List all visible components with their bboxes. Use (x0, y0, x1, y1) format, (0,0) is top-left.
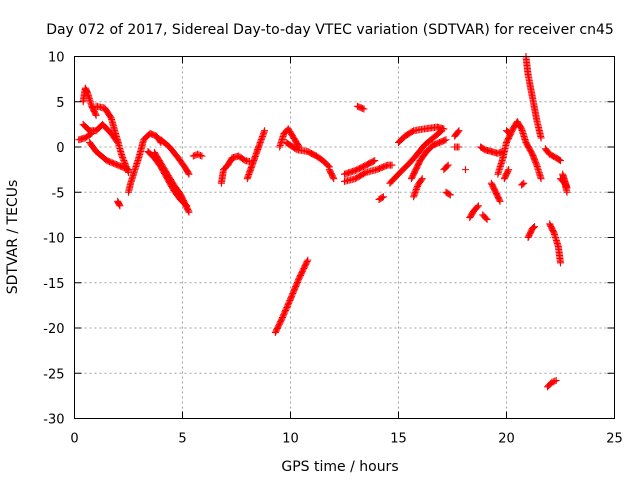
data-point (504, 128, 512, 136)
data-point (537, 134, 545, 142)
data-point (91, 110, 99, 118)
data-point (185, 170, 193, 178)
data-point (185, 208, 193, 216)
data-point (443, 162, 451, 170)
data-point (123, 165, 131, 173)
data-point (261, 127, 269, 135)
data-point (531, 223, 539, 231)
data-point (555, 156, 563, 164)
y-tick-label: -5 (52, 186, 65, 201)
data-point (530, 224, 537, 232)
data-point (304, 256, 312, 264)
x-axis-label: GPS time / hours (281, 459, 398, 475)
x-axis-tick-labels: 0 5 10 15 20 25 (70, 432, 622, 447)
data-point (324, 162, 332, 170)
x-tick-label: 20 (498, 432, 515, 447)
data-point (537, 175, 545, 183)
data-point (120, 158, 128, 166)
data-point (184, 169, 192, 177)
data-point (563, 188, 571, 196)
y-tick-label: -20 (43, 322, 64, 337)
data-point (329, 173, 337, 181)
data-point (378, 193, 386, 201)
data-point (360, 105, 368, 113)
y-axis-tick-labels: -30 -25 -20 -15 -10 -5 0 5 10 (43, 51, 64, 428)
data-point (519, 180, 527, 188)
data-point (520, 179, 528, 187)
data-point (495, 196, 503, 204)
data-point (455, 127, 463, 135)
y-tick-label: 0 (56, 141, 64, 156)
data-point (442, 136, 450, 144)
data-point (445, 190, 453, 198)
y-tick-label: -15 (43, 277, 64, 292)
data-point (371, 157, 379, 165)
data-point (446, 191, 454, 199)
data-point (551, 377, 559, 385)
data-point (184, 207, 192, 215)
data-point (483, 215, 491, 223)
y-tick-label: 10 (48, 51, 65, 66)
data-point (505, 129, 513, 137)
data-point (119, 154, 127, 162)
data-point (124, 167, 132, 175)
data-point (418, 175, 426, 183)
x-tick-label: 25 (606, 432, 623, 447)
y-tick-label: -10 (43, 232, 64, 247)
chart-title: Day 072 of 2017, Sidereal Day-to-day VTE… (46, 22, 614, 38)
x-tick-label: 5 (178, 432, 186, 447)
y-tick-label: -25 (43, 367, 64, 382)
data-point (197, 151, 204, 159)
data-point (461, 166, 469, 174)
axis-ticks (74, 56, 615, 419)
x-tick-label: 15 (390, 432, 407, 447)
y-tick-label: -30 (43, 413, 64, 428)
data-point (388, 161, 396, 169)
data-point (482, 214, 490, 222)
data-point (120, 156, 128, 164)
x-tick-label: 10 (282, 432, 299, 447)
data-point (557, 157, 564, 165)
data-point (504, 167, 512, 175)
data-point (303, 258, 311, 266)
data-points (75, 53, 571, 391)
data-point (361, 169, 369, 177)
data-point (557, 259, 564, 267)
data-point (379, 193, 387, 201)
data-point (455, 143, 463, 151)
data-point (116, 202, 124, 210)
data-point (121, 159, 129, 167)
x-tick-label: 0 (70, 432, 78, 447)
data-point (440, 125, 448, 133)
y-axis-label: SDTVAR / TECUs (5, 180, 21, 295)
y-tick-label: 5 (56, 96, 64, 111)
data-point (330, 175, 338, 183)
data-point (444, 161, 452, 169)
data-point (417, 176, 425, 184)
data-point (123, 164, 131, 172)
data-point (505, 166, 513, 174)
data-point (92, 111, 100, 119)
data-point (454, 128, 462, 136)
data-point (122, 162, 130, 170)
data-point (473, 203, 481, 211)
data-point (122, 161, 130, 169)
data-point (552, 376, 560, 384)
data-point (474, 202, 482, 210)
grid-lines (74, 56, 615, 419)
data-point (198, 152, 206, 160)
data-point (118, 152, 126, 160)
data-point (370, 157, 378, 165)
data-point (496, 197, 504, 205)
data-point (119, 155, 127, 163)
